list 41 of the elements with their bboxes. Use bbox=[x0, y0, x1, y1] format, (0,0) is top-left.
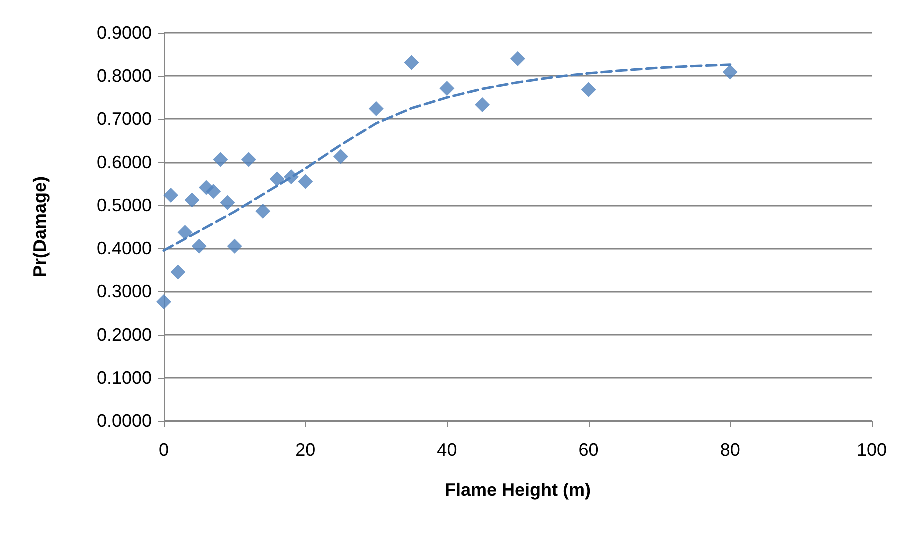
point bbox=[722, 64, 738, 80]
y-tick-label: 0.7000 bbox=[96, 109, 152, 130]
y-tick-label: 0.5000 bbox=[96, 195, 152, 216]
point bbox=[256, 204, 271, 219]
y-tick-label: 0.9000 bbox=[96, 23, 152, 43]
point bbox=[581, 82, 596, 98]
x-tick-label: 40 bbox=[437, 440, 458, 460]
point bbox=[164, 188, 179, 204]
x-axis-title: Flame Height (m) bbox=[444, 480, 592, 500]
point bbox=[227, 238, 242, 254]
y-tick-label: 0.1000 bbox=[96, 368, 152, 388]
point bbox=[213, 152, 228, 168]
point bbox=[241, 152, 256, 168]
x-tick-label: 60 bbox=[578, 440, 599, 460]
x-tick-label: 20 bbox=[296, 440, 316, 460]
point bbox=[404, 55, 420, 70]
x-tick-label: 0 bbox=[158, 440, 170, 460]
y-tick-label: 0.6000 bbox=[96, 152, 152, 172]
point bbox=[298, 174, 314, 190]
x-tick-label: 100 bbox=[856, 440, 888, 460]
point bbox=[220, 195, 236, 210]
point bbox=[184, 192, 200, 208]
y-tick-label: 0.4000 bbox=[96, 238, 152, 259]
y-tick-label: 0.8000 bbox=[96, 66, 152, 86]
point bbox=[334, 149, 348, 164]
point bbox=[284, 169, 299, 184]
point bbox=[206, 184, 222, 200]
point bbox=[475, 97, 490, 112]
point bbox=[192, 238, 207, 254]
point bbox=[440, 81, 455, 96]
y-axis-title: Pr(Damage) bbox=[30, 176, 50, 278]
point bbox=[170, 264, 186, 280]
point bbox=[156, 294, 172, 310]
point bbox=[178, 225, 193, 240]
y-tick-label: 0.0000 bbox=[96, 411, 152, 431]
point bbox=[270, 172, 285, 187]
y-tick-label: 0.3000 bbox=[96, 282, 152, 302]
point bbox=[368, 101, 384, 116]
y-tick-label: 0.2000 bbox=[96, 324, 152, 345]
x-tick-label: 80 bbox=[720, 440, 740, 460]
point bbox=[510, 51, 526, 66]
